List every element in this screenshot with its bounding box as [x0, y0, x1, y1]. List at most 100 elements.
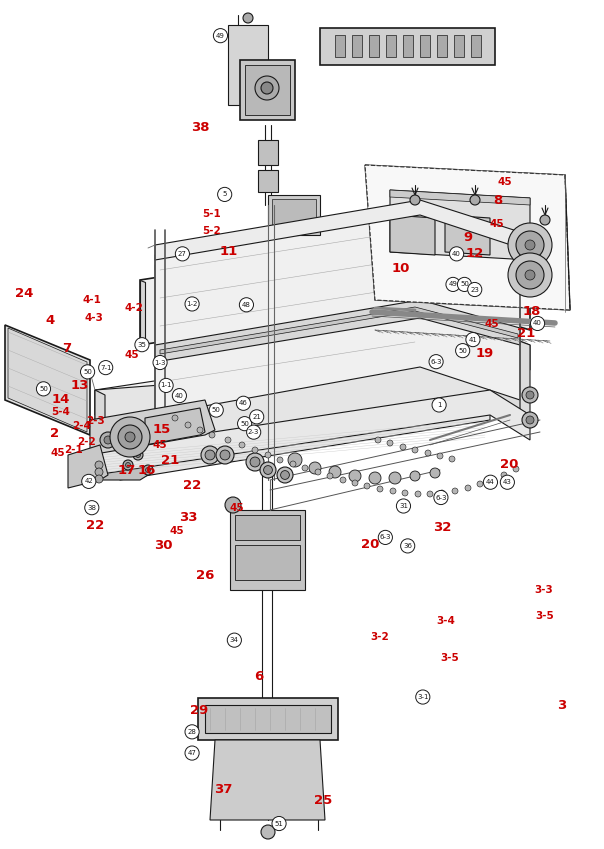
Polygon shape: [235, 545, 300, 580]
Circle shape: [100, 432, 116, 448]
Text: 20: 20: [500, 458, 518, 471]
Circle shape: [125, 432, 135, 442]
Circle shape: [260, 462, 276, 478]
Circle shape: [470, 195, 480, 205]
Circle shape: [455, 344, 470, 357]
Circle shape: [201, 446, 219, 464]
Circle shape: [126, 463, 130, 468]
Text: 47: 47: [188, 750, 196, 756]
Polygon shape: [258, 170, 278, 192]
Polygon shape: [390, 190, 530, 260]
Circle shape: [369, 472, 381, 484]
Circle shape: [216, 446, 234, 464]
Bar: [352, 35, 362, 57]
Text: 21: 21: [161, 453, 179, 467]
Circle shape: [508, 253, 552, 297]
Text: 28: 28: [188, 728, 196, 735]
Circle shape: [434, 491, 448, 504]
Text: 6-3: 6-3: [430, 358, 442, 365]
Polygon shape: [95, 390, 105, 455]
Circle shape: [185, 297, 199, 311]
Polygon shape: [365, 165, 570, 310]
Text: 5-1: 5-1: [202, 209, 221, 219]
Circle shape: [340, 477, 346, 483]
Polygon shape: [205, 705, 331, 733]
Circle shape: [146, 468, 150, 473]
Text: 48: 48: [242, 301, 251, 308]
Circle shape: [500, 475, 515, 489]
Circle shape: [185, 422, 191, 428]
Circle shape: [467, 283, 482, 296]
Polygon shape: [228, 25, 268, 105]
Circle shape: [277, 467, 293, 483]
Text: 3-2: 3-2: [370, 632, 389, 642]
Text: 21: 21: [517, 327, 535, 340]
Circle shape: [329, 466, 341, 478]
Circle shape: [123, 460, 133, 470]
Bar: [386, 35, 396, 57]
Circle shape: [82, 475, 96, 488]
Circle shape: [95, 475, 103, 483]
Polygon shape: [245, 65, 290, 115]
Circle shape: [185, 725, 199, 739]
Polygon shape: [490, 330, 530, 415]
Polygon shape: [95, 360, 490, 480]
Polygon shape: [155, 300, 520, 362]
Text: 20: 20: [361, 537, 379, 551]
Text: 18: 18: [522, 305, 541, 318]
Circle shape: [135, 453, 141, 458]
Circle shape: [98, 361, 113, 374]
Polygon shape: [140, 280, 145, 345]
Circle shape: [239, 298, 254, 312]
Text: 45: 45: [230, 503, 244, 513]
Text: 45: 45: [153, 440, 167, 450]
Text: 7-1: 7-1: [100, 364, 112, 371]
Circle shape: [239, 442, 245, 448]
Bar: [454, 35, 464, 57]
Text: 36: 36: [403, 543, 412, 549]
Circle shape: [246, 425, 261, 439]
Text: 45: 45: [490, 219, 504, 229]
Polygon shape: [210, 740, 325, 820]
Circle shape: [217, 188, 232, 201]
Circle shape: [526, 391, 534, 399]
Text: 2-4: 2-4: [72, 421, 91, 431]
Text: 24: 24: [15, 287, 33, 301]
Circle shape: [525, 240, 535, 250]
Circle shape: [315, 469, 321, 475]
Circle shape: [118, 425, 142, 449]
Circle shape: [175, 247, 190, 261]
Polygon shape: [140, 235, 530, 345]
Circle shape: [513, 466, 519, 472]
Circle shape: [95, 468, 103, 476]
Circle shape: [261, 825, 275, 839]
Polygon shape: [365, 165, 570, 310]
Circle shape: [402, 490, 408, 496]
Text: 2-3: 2-3: [248, 429, 259, 436]
Text: 5-4: 5-4: [51, 407, 70, 417]
Circle shape: [525, 270, 535, 280]
Text: 42: 42: [85, 478, 93, 485]
Circle shape: [430, 468, 440, 478]
Circle shape: [389, 472, 401, 484]
Text: 9: 9: [463, 231, 473, 245]
Circle shape: [185, 746, 199, 760]
Polygon shape: [390, 215, 435, 255]
Text: 33: 33: [179, 511, 198, 525]
Text: 4-1: 4-1: [82, 295, 101, 305]
Circle shape: [265, 452, 271, 458]
Text: 5-2: 5-2: [202, 226, 221, 236]
Polygon shape: [95, 390, 530, 475]
Circle shape: [452, 488, 458, 494]
Circle shape: [250, 457, 260, 467]
Text: 30: 30: [154, 539, 172, 553]
Circle shape: [449, 456, 455, 462]
Circle shape: [477, 481, 483, 487]
Circle shape: [243, 13, 253, 23]
Circle shape: [205, 450, 215, 460]
Text: 16: 16: [138, 464, 156, 477]
Text: 2-1: 2-1: [64, 445, 83, 455]
Circle shape: [263, 465, 272, 475]
Text: 45: 45: [169, 526, 184, 537]
Circle shape: [159, 379, 173, 392]
